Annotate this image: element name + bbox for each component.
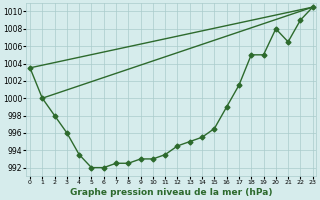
X-axis label: Graphe pression niveau de la mer (hPa): Graphe pression niveau de la mer (hPa): [70, 188, 273, 197]
